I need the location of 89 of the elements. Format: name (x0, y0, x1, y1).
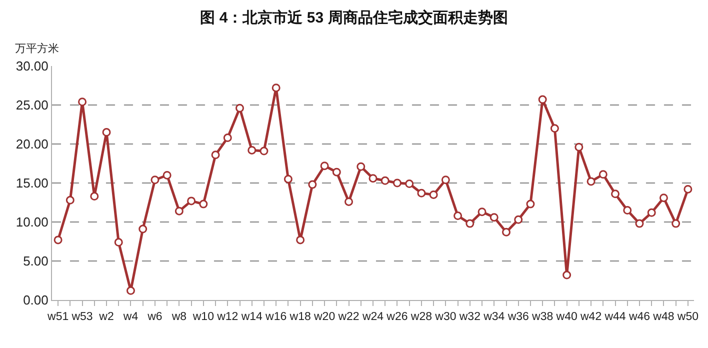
y-tick-label: 10.00 (16, 214, 48, 230)
x-tick-label: w22 (337, 310, 360, 323)
x-tick-label: w53 (70, 310, 93, 323)
point (441, 176, 450, 184)
x-tick-label: w32 (458, 310, 480, 323)
x-tick-label: w50 (676, 310, 698, 323)
x-tick-label: w40 (555, 310, 578, 323)
y-tick-label: 0.00 (23, 292, 48, 308)
x-tick-label: w38 (531, 310, 554, 323)
point (684, 184, 692, 194)
point (635, 219, 644, 228)
x-tick-label: w36 (506, 310, 529, 323)
point (466, 219, 474, 228)
point (623, 206, 632, 215)
x-tick-label: w30 (434, 310, 456, 323)
point (248, 146, 256, 154)
point (162, 170, 172, 180)
point (478, 208, 486, 216)
x-tick-label: w14 (240, 310, 264, 323)
point (574, 142, 584, 152)
point (320, 162, 329, 170)
point (174, 206, 184, 216)
point (114, 238, 123, 247)
point (611, 190, 620, 198)
point (429, 190, 438, 199)
x-tick-label: w34 (482, 310, 506, 323)
point (272, 84, 280, 92)
point (78, 98, 87, 106)
y-tick-label: 25.00 (16, 98, 48, 113)
point (296, 236, 305, 244)
x-tick-label: w2 (98, 310, 114, 323)
x-tick-label: w44 (604, 310, 626, 323)
point (598, 170, 608, 179)
x-tick-label: w24 (361, 310, 384, 323)
point (514, 215, 523, 224)
point (356, 162, 366, 171)
point (332, 168, 341, 176)
point (586, 177, 596, 186)
x-tick-label: w42 (579, 310, 602, 323)
point (308, 180, 317, 189)
x-tick-label: w48 (652, 310, 674, 323)
point (380, 176, 390, 185)
point (199, 200, 208, 208)
x-tick-label: w4 (122, 310, 139, 323)
point (562, 270, 572, 280)
point (454, 212, 462, 220)
x-tick-label: w46 (628, 310, 650, 323)
point (284, 174, 292, 184)
chart-title: 图 4：北京市近 53 周商品住宅成交面积走势图 (200, 8, 508, 27)
x-tick-label: w16 (264, 310, 287, 323)
y-axis-title: 万平方米 (15, 42, 59, 55)
point (526, 200, 535, 208)
point (538, 95, 547, 104)
point (417, 188, 426, 198)
point (550, 124, 559, 133)
point (187, 196, 196, 206)
point (659, 194, 668, 202)
point (490, 213, 498, 222)
y-tick-label: 30.00 (16, 58, 48, 74)
point (344, 197, 354, 206)
point (368, 174, 378, 183)
x-tick-label: w51 (46, 310, 69, 323)
x-tick-label: w12 (216, 310, 238, 323)
point (102, 128, 111, 137)
point (54, 236, 62, 244)
x-tick-label: w6 (146, 310, 162, 323)
x-tick-label: w28 (410, 310, 432, 323)
x-tick-label: w8 (170, 310, 187, 323)
point (90, 192, 99, 201)
point (405, 180, 414, 188)
point (150, 176, 160, 184)
point (126, 286, 135, 295)
point (66, 196, 74, 204)
x-tick-label: w26 (386, 310, 408, 323)
point (502, 228, 510, 236)
y-tick-label: 15.00 (16, 176, 48, 191)
x-tick-label: w18 (288, 310, 311, 323)
point (236, 104, 244, 112)
point (647, 208, 656, 217)
x-tick-label: w10 (192, 310, 214, 323)
x-tick-label: w20 (312, 310, 336, 323)
y-tick-label: 20.00 (16, 136, 48, 152)
point (211, 150, 220, 160)
point (223, 134, 232, 142)
point (392, 178, 402, 188)
point (672, 219, 680, 228)
point (260, 146, 268, 156)
point (138, 224, 148, 234)
y-tick-label: 5.00 (23, 254, 48, 269)
